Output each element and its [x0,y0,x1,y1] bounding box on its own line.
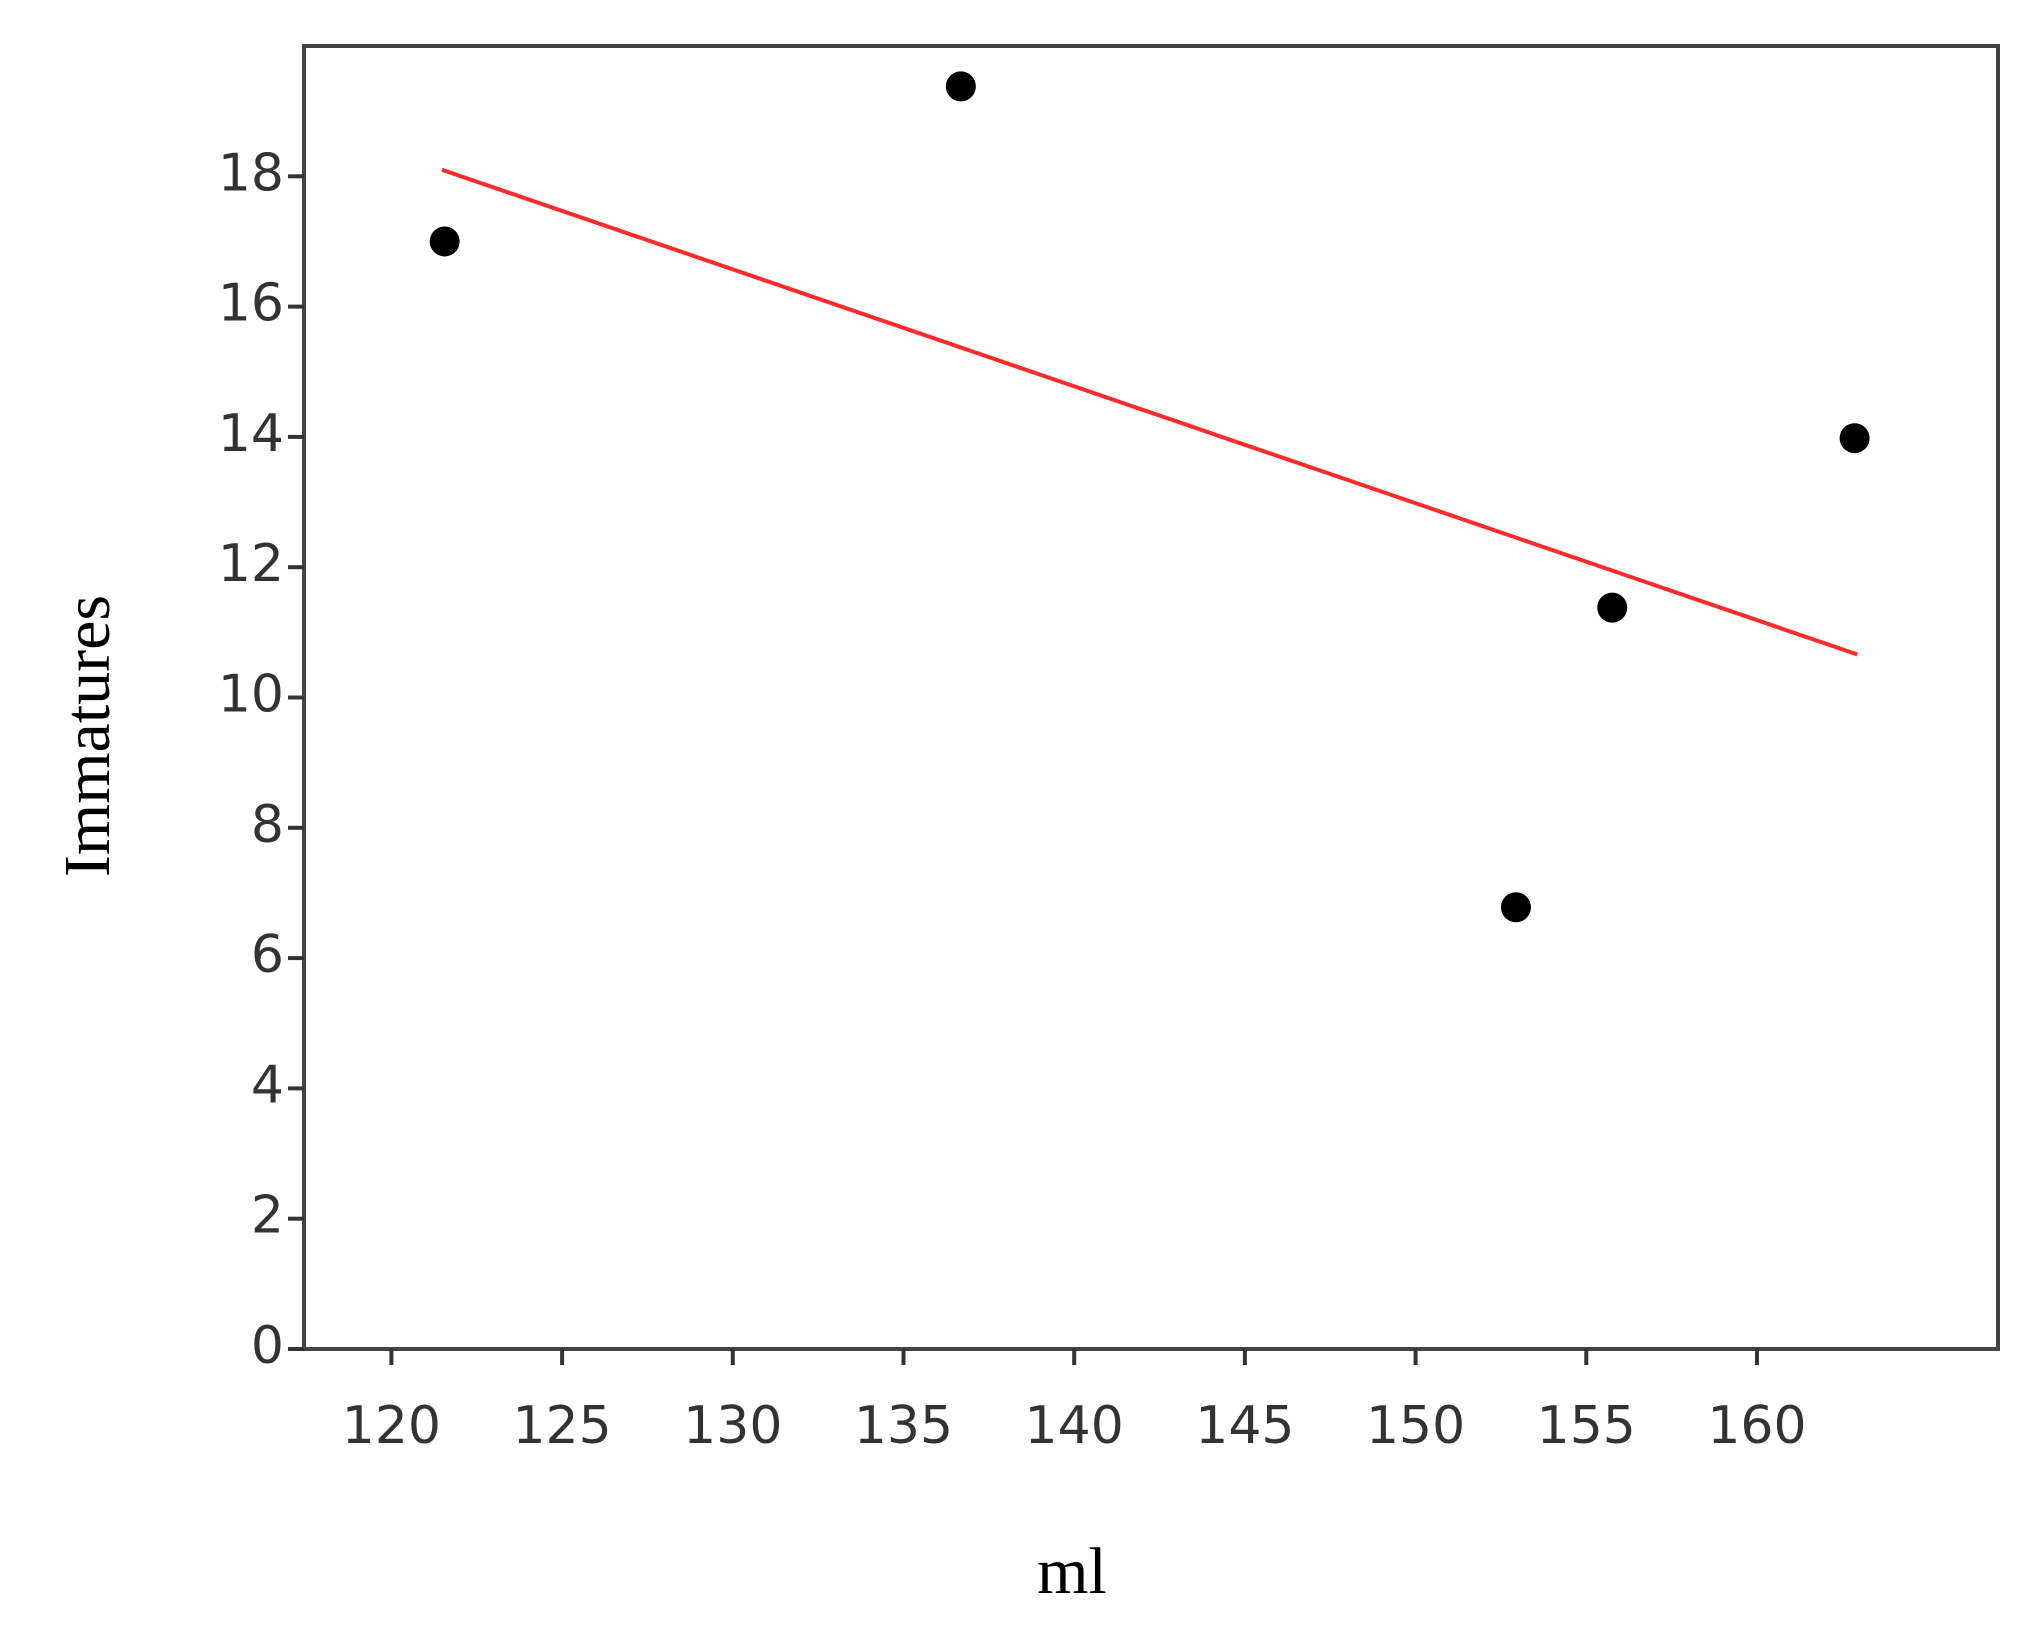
y-tick-label: 8 [251,795,284,855]
y-tick-label: 16 [218,274,284,334]
point [1597,592,1628,623]
x-tick-label: 140 [1025,1396,1124,1456]
x-tick-label: 125 [512,1396,611,1456]
point [429,226,460,257]
fit-line [441,167,1858,657]
y-tick-label: 4 [251,1055,284,1115]
y-tick-label: 2 [251,1186,284,1246]
y-tick-label: 10 [218,665,284,725]
x-axis-title: ml [1037,1535,1107,1608]
x-tick-label: 150 [1366,1396,1465,1456]
point [1500,892,1531,923]
y-tick-label: 0 [251,1316,284,1376]
x-tick-label: 160 [1707,1396,1806,1456]
y-tick-label: 18 [218,143,284,203]
y-axis-title: Immatures [51,595,124,877]
x-tick-label: 130 [683,1396,782,1456]
x-tick-label: 135 [854,1396,953,1456]
x-tick-label: 145 [1195,1396,1294,1456]
x-tick-label: 155 [1537,1396,1636,1456]
x-tick-label: 120 [342,1396,441,1456]
y-tick-label: 14 [218,404,284,464]
point [945,71,976,102]
plot-frame [302,44,2000,1351]
point [1839,423,1870,454]
y-tick-label: 6 [251,925,284,985]
y-tick-label: 12 [218,534,284,594]
